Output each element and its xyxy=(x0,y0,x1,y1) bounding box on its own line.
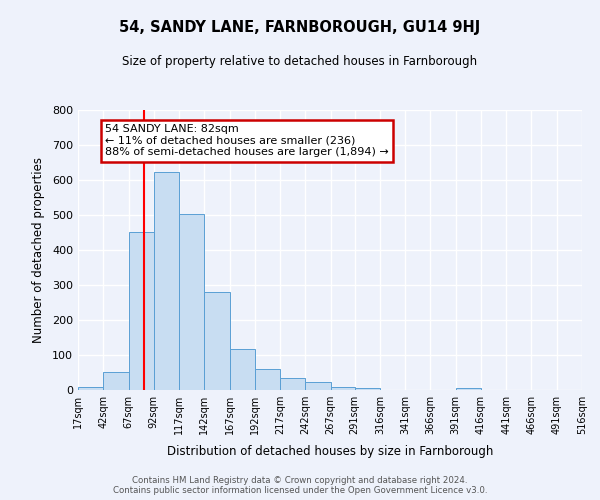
X-axis label: Distribution of detached houses by size in Farnborough: Distribution of detached houses by size … xyxy=(167,446,493,458)
Text: 54 SANDY LANE: 82sqm
← 11% of detached houses are smaller (236)
88% of semi-deta: 54 SANDY LANE: 82sqm ← 11% of detached h… xyxy=(105,124,389,157)
Bar xyxy=(355,388,380,390)
Text: Contains HM Land Registry data © Crown copyright and database right 2024.
Contai: Contains HM Land Registry data © Crown c… xyxy=(113,476,487,495)
Bar xyxy=(305,382,331,390)
Bar xyxy=(255,369,280,390)
Bar xyxy=(78,386,103,390)
Bar xyxy=(331,387,355,390)
Bar xyxy=(103,372,128,390)
Text: 54, SANDY LANE, FARNBOROUGH, GU14 9HJ: 54, SANDY LANE, FARNBOROUGH, GU14 9HJ xyxy=(119,20,481,35)
Bar xyxy=(154,172,179,390)
Text: Size of property relative to detached houses in Farnborough: Size of property relative to detached ho… xyxy=(122,55,478,68)
Bar xyxy=(230,348,255,390)
Y-axis label: Number of detached properties: Number of detached properties xyxy=(32,157,45,343)
Bar xyxy=(128,232,154,390)
Bar xyxy=(179,214,204,390)
Bar xyxy=(456,388,481,390)
Bar xyxy=(204,292,230,390)
Bar xyxy=(280,378,305,390)
